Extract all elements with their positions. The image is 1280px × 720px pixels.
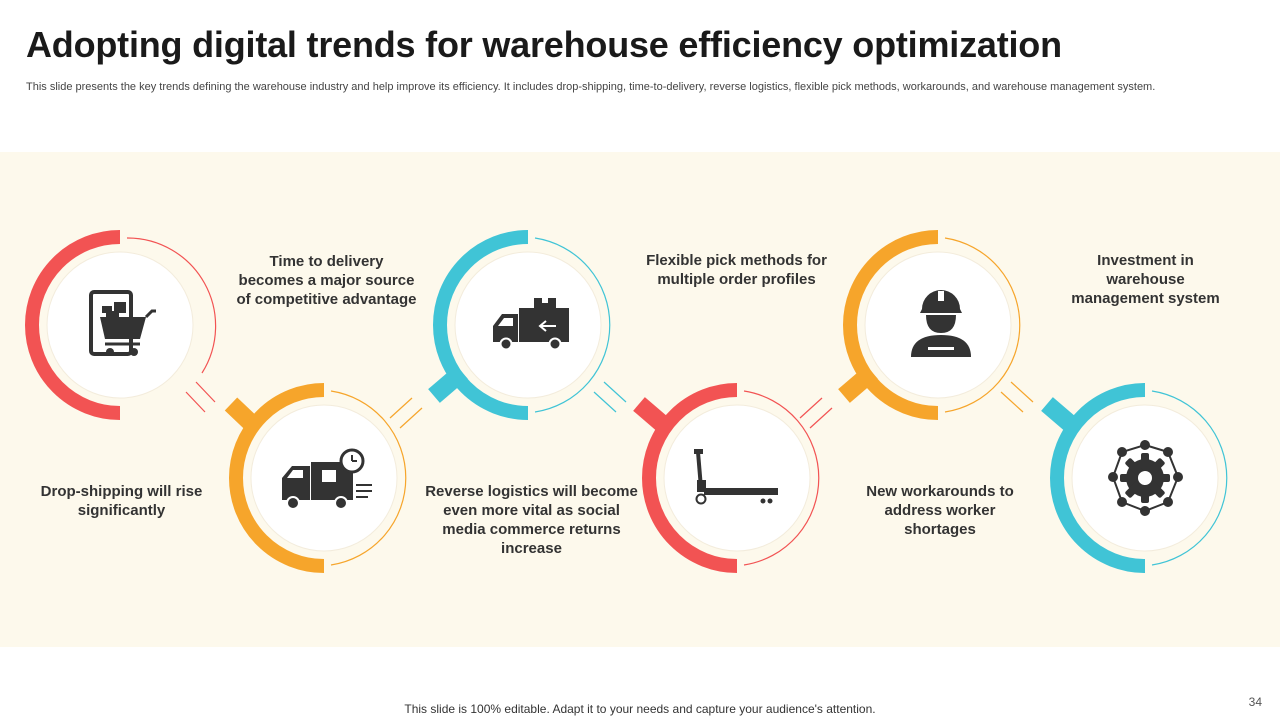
- trend-label-4: Flexible pick methods for multiple order…: [646, 252, 827, 288]
- worker-hardhat-icon: [911, 290, 971, 357]
- slide-footer: This slide is 100% editable. Adapt it to…: [404, 702, 876, 716]
- trend-circle-3: [433, 230, 673, 435]
- page-number: 34: [1248, 695, 1262, 709]
- trend-circle-2: [229, 365, 468, 573]
- trend-circle-1: [25, 230, 259, 431]
- trend-label-1: Drop-shipping will rise significantly: [40, 483, 203, 519]
- trend-label-2: Time to delivery becomes a major source …: [236, 253, 417, 308]
- gear-network-icon: [1108, 440, 1183, 516]
- delivery-truck-clock-icon: [282, 448, 372, 510]
- reverse-truck-icon: [493, 298, 569, 351]
- trend-circle-4: [642, 365, 878, 573]
- tablet-shopping-cart-icon: [89, 290, 156, 356]
- slide-subtitle: This slide presents the key trends defin…: [26, 81, 1156, 93]
- trend-label-5: New workarounds to address worker shorta…: [866, 483, 1014, 538]
- trend-circle-6: [1050, 383, 1228, 573]
- pallet-jack-icon: [694, 449, 778, 505]
- slide-title: Adopting digital trends for warehouse ef…: [26, 24, 1062, 65]
- trend-circle-5: [843, 230, 1081, 435]
- trend-label-3: Reverse logistics will become even more …: [425, 483, 638, 557]
- trend-label-6: Investment in warehouse management syste…: [1071, 252, 1220, 307]
